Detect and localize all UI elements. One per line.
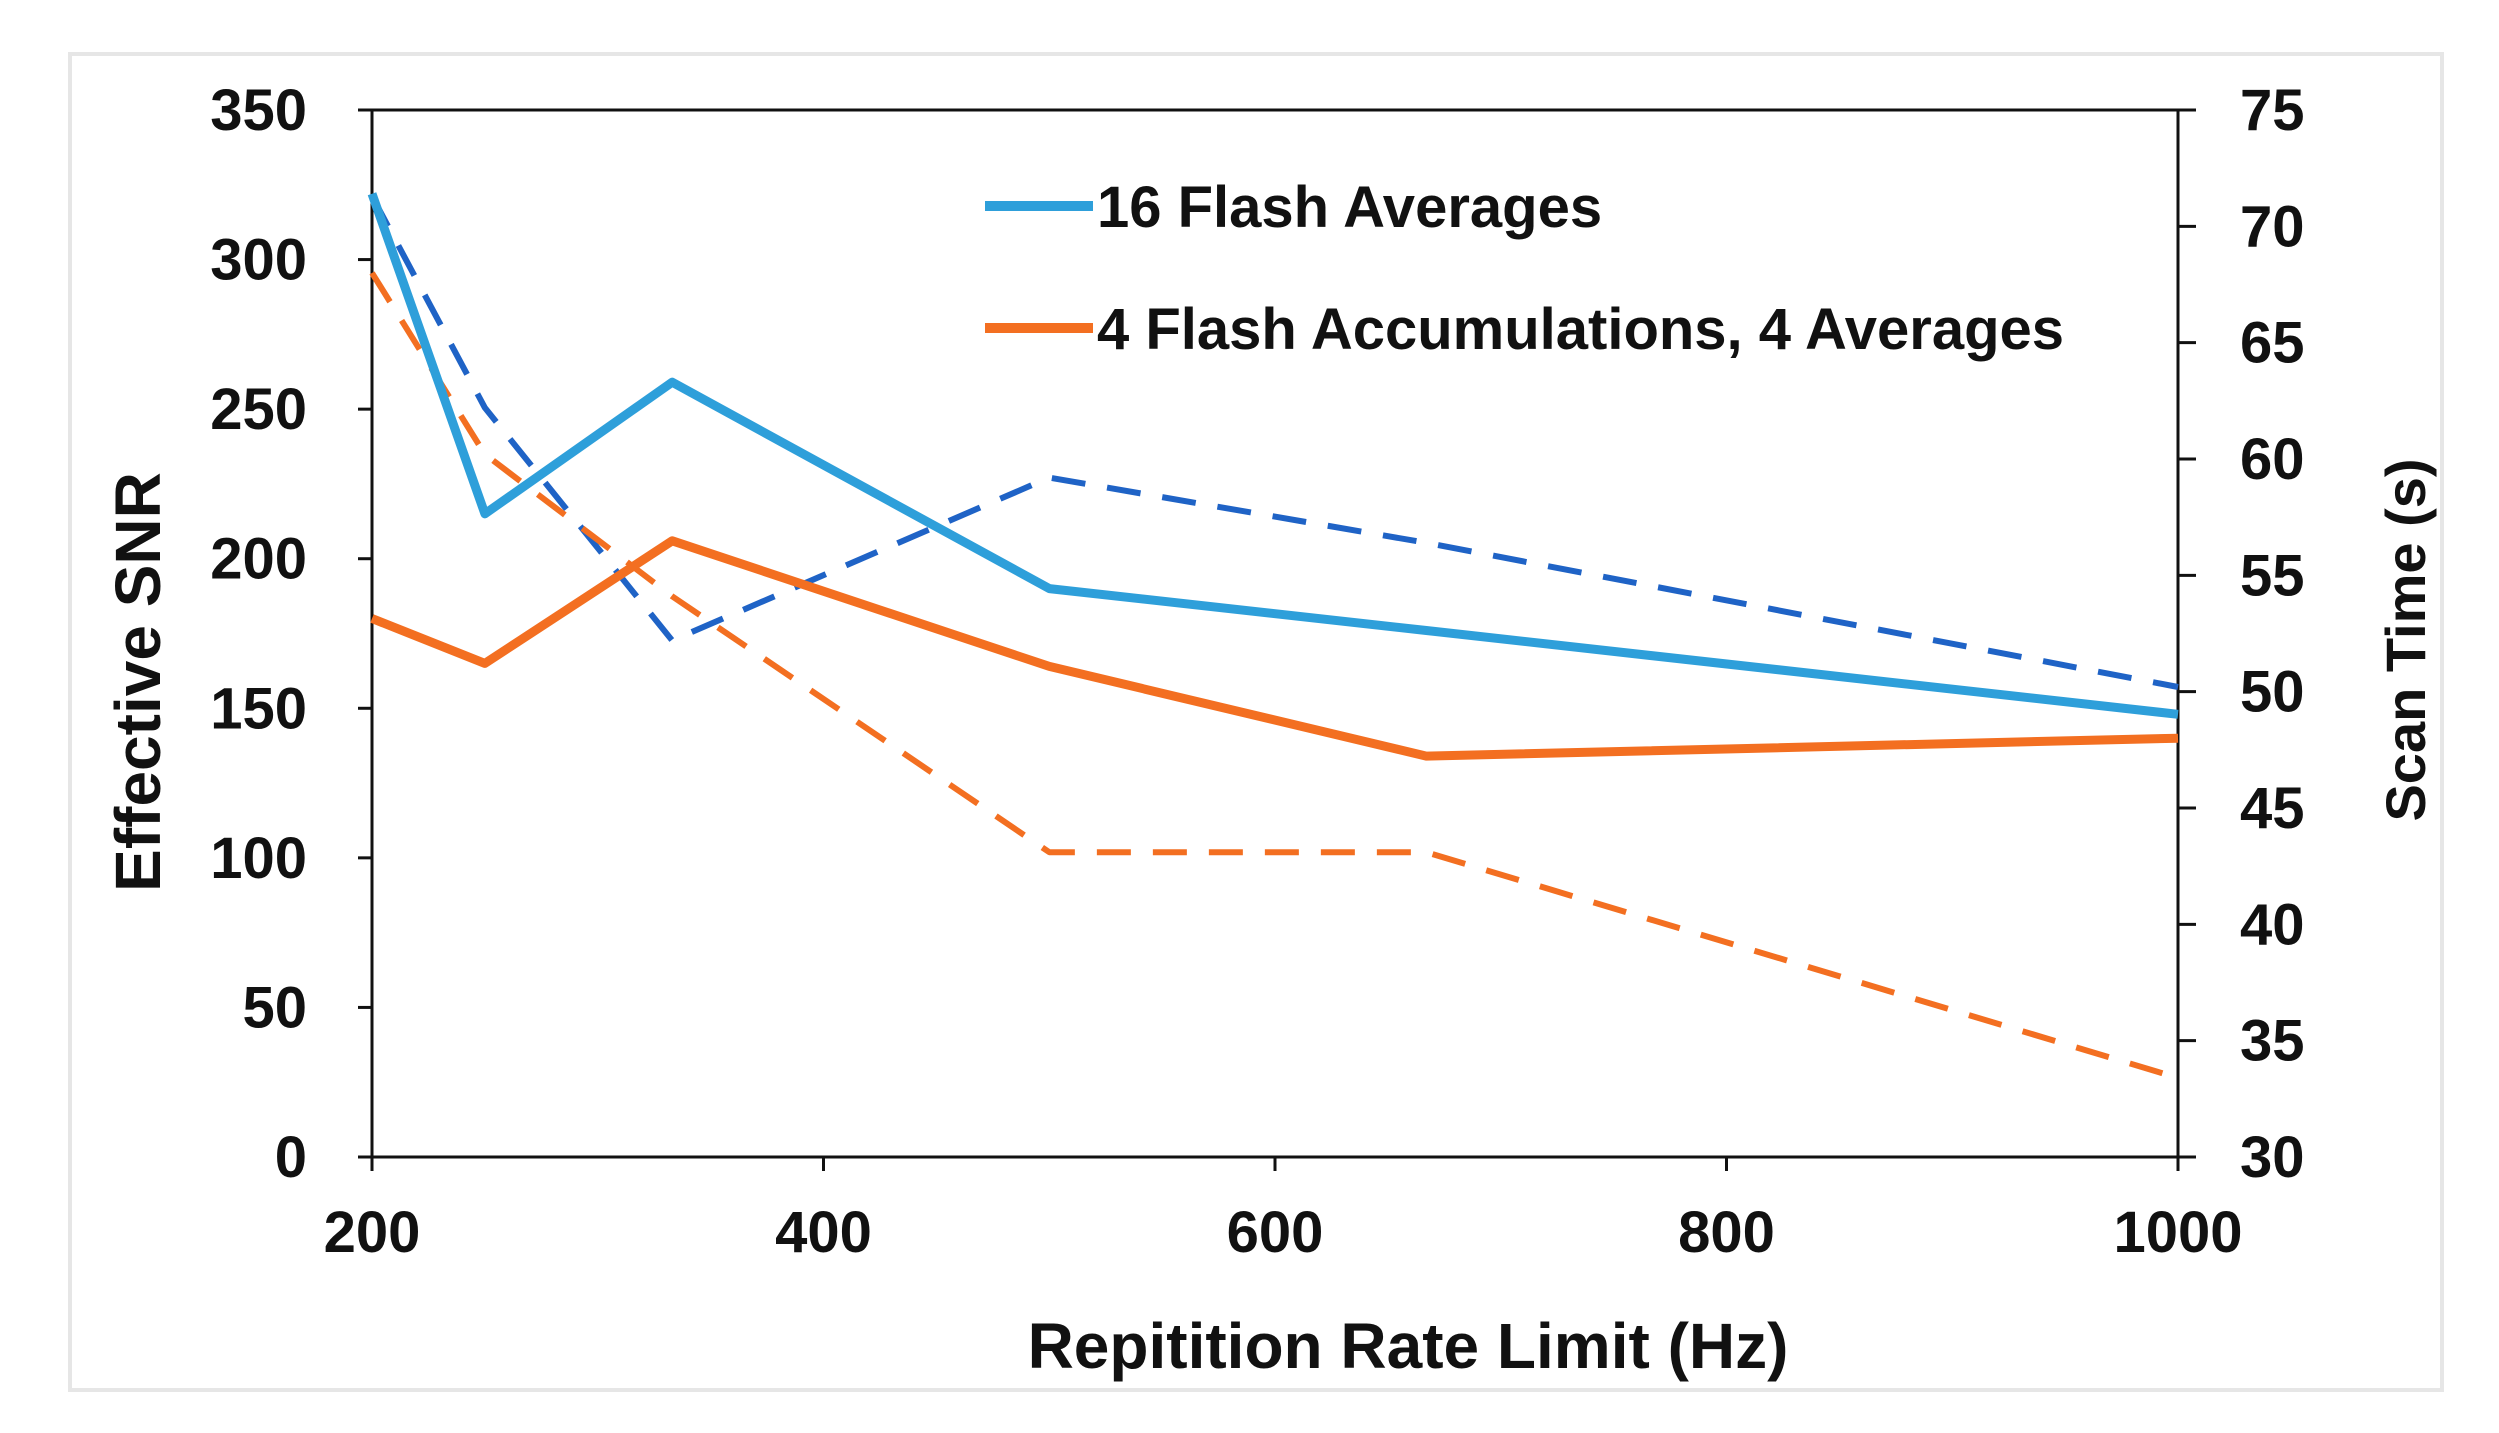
y2-tick-label: 40 [2240,892,2305,957]
y-tick-label: 0 [275,1125,307,1190]
y2-tick-label: 75 [2240,78,2305,143]
y-tick-label: 150 [210,676,307,741]
series-line-16-flash-averages-scan-time [369,194,2179,690]
chart-frame [68,52,2444,1392]
y2-tick-label: 60 [2240,427,2305,492]
y-tick-label: 250 [210,377,307,442]
x-axis-title: Repitition Rate Limit (Hz) [1028,1310,1789,1382]
axis-layer: 200 400 600 800 1000 0 50 100 150 200 250 300 350 30 3… [210,78,2304,1265]
y2-tick-label: 65 [2240,311,2305,376]
series-layer [367,192,2179,1081]
x-tick-label: 600 [1227,1200,1324,1265]
y2-tick-label: 45 [2240,776,2305,841]
x-tick-label: 1000 [2113,1200,2242,1265]
y-tick-label: 200 [210,527,307,592]
x-tick-label: 400 [775,1200,872,1265]
legend-label: 4 Flash Accumulations, 4 Averages [1097,297,2064,362]
legend-label: 16 Flash Averages [1097,175,1602,240]
y-tick-label: 350 [210,78,307,143]
x-tick-label: 200 [324,1200,421,1265]
y2-tick-label: 50 [2240,660,2305,725]
y-tick-label: 50 [242,975,307,1040]
y-axis-title: Effective SNR [102,472,174,892]
y2-tick-label: 55 [2240,543,2305,608]
y2-tick-label: 35 [2240,1009,2305,1074]
y2-tick-label: 30 [2240,1125,2305,1190]
y-tick-label: 100 [210,826,307,891]
y-tick-label: 300 [210,228,307,293]
y2-axis-title: Scan Time (s) [2374,458,2437,821]
series-line-4-flash-accumulations-4-averages [370,536,2179,761]
x-tick-label: 800 [1678,1200,1775,1265]
series-line-4-flash-accumulations-4-averages-scan-time [369,271,2179,1081]
y2-tick-label: 70 [2240,194,2305,259]
legend: 16 Flash Averages 4 Flash Accumulations, … [985,175,2064,362]
series-line-16-flash-averages [367,192,2179,719]
